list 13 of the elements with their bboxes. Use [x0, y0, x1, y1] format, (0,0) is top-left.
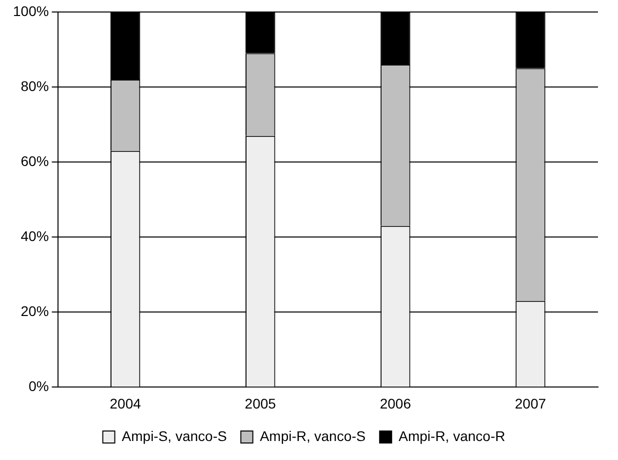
x-tick-label: 2007 [514, 395, 546, 412]
legend-label: Ampi-S, vanco-S [122, 428, 227, 444]
x-tick-label: 2006 [380, 395, 412, 412]
y-tick-label: 80% [20, 78, 49, 94]
legend-label: Ampi-R, vanco-S [260, 428, 366, 444]
y-tick-label: 40% [20, 228, 49, 244]
legend-label: Ampi-R, vanco-R [398, 428, 506, 444]
y-tick-label: 60% [20, 152, 49, 169]
y-tick-label: 0% [28, 378, 49, 394]
x-tick-label: 2005 [244, 395, 276, 412]
x-tick-label: 2004 [110, 395, 142, 412]
y-tick-label: 100% [12, 2, 49, 19]
y-tick-label: 20% [20, 303, 49, 320]
